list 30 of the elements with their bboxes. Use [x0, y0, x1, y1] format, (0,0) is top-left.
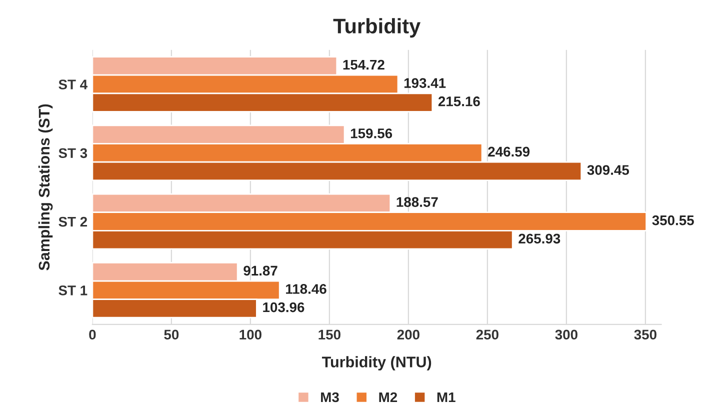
- x-tick-label: 100: [240, 330, 262, 340]
- data-label: 265.93: [518, 234, 560, 244]
- data-label: 188.57: [396, 197, 438, 207]
- data-label: 103.96: [263, 302, 304, 312]
- data-label: 193.41: [404, 78, 446, 88]
- y-tick-label: ST 4: [58, 80, 88, 90]
- x-tick-label: 50: [164, 330, 179, 340]
- data-label: 91.87: [244, 266, 278, 276]
- y-tick-label: ST 1: [58, 285, 88, 296]
- x-tick-label: 350: [634, 330, 656, 340]
- legend-label: M3: [321, 392, 339, 402]
- data-label: 215.16: [438, 96, 480, 106]
- data-label: 118.46: [286, 284, 326, 294]
- legend-label: M2: [379, 392, 398, 402]
- x-axis-title: Turbidity (NTU): [322, 356, 432, 370]
- x-tick-label: 150: [318, 330, 340, 340]
- data-label: 154.72: [343, 60, 384, 70]
- data-label: 159.56: [350, 128, 392, 138]
- y-tick-label: ST 3: [58, 148, 88, 158]
- legend-label: M1: [437, 392, 456, 402]
- x-tick-label: 0: [89, 330, 96, 340]
- data-label: 309.45: [587, 165, 630, 175]
- x-tick-label: 250: [476, 330, 498, 340]
- y-axis-title: Sampling Stations (ST): [38, 104, 53, 270]
- data-label: 350.55: [652, 215, 694, 226]
- x-tick-label: 300: [555, 330, 578, 340]
- data-label: 246.59: [488, 146, 530, 157]
- y-tick-label: ST 2: [58, 216, 88, 227]
- x-tick-label: 200: [397, 330, 420, 340]
- chart-title: Turbidity: [333, 18, 421, 38]
